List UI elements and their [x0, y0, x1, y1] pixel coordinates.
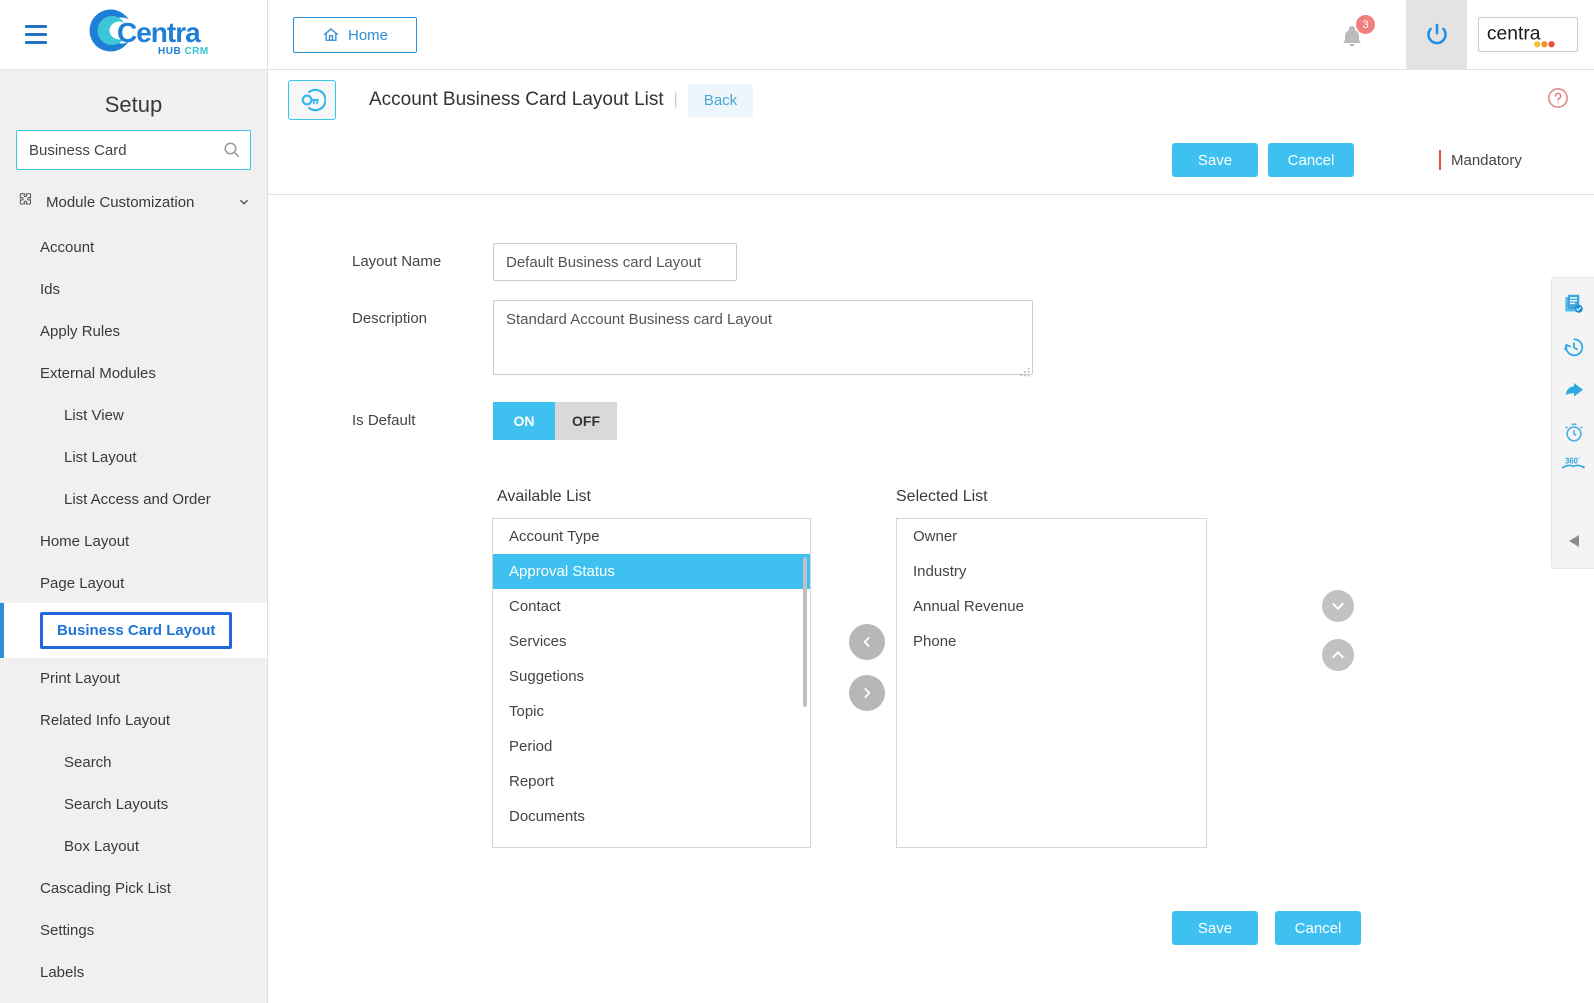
- svg-text:Centra: Centra: [117, 17, 201, 48]
- svg-text:HUB CRM: HUB CRM: [158, 46, 209, 57]
- svg-text:360°: 360°: [1565, 456, 1580, 465]
- svg-text:centra: centra: [1487, 23, 1541, 44]
